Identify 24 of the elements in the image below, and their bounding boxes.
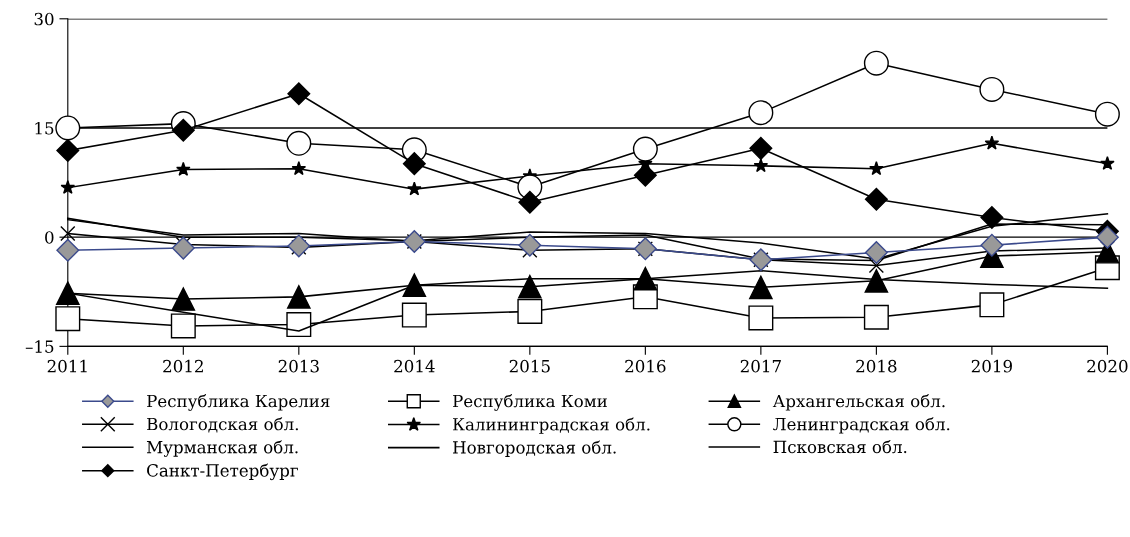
legend-label: Псковская обл.: [773, 439, 907, 454]
y-tick-label: –15: [25, 340, 54, 353]
legend-label: Республика Коми: [453, 394, 607, 411]
x-tick-label: 2019: [971, 359, 1012, 373]
legend-label: Санкт-Петербург: [147, 463, 298, 481]
legend-label: Вологодская обл.: [147, 417, 298, 433]
x-tick-label: 2014: [394, 359, 435, 373]
x-tick-label: 2016: [625, 359, 666, 373]
x-tick-label: 2015: [509, 359, 550, 373]
x-tick-label: 2013: [278, 359, 319, 373]
x-tick-label: 2018: [856, 359, 897, 373]
x-tick-label: 2011: [47, 359, 87, 373]
legend-label: Республика Карелия: [147, 394, 330, 411]
y-tick-label: 30: [34, 12, 54, 26]
x-tick-label: 2012: [163, 359, 203, 373]
legend-label: Калининградская обл.: [453, 417, 650, 434]
y-tick-label: 0: [45, 231, 54, 244]
legend-label: Мурманская обл.: [146, 440, 298, 457]
legend-label: Ленинградская обл.: [773, 417, 950, 434]
y-tick-label: 15: [35, 121, 54, 135]
x-tick-label: 2020: [1087, 359, 1128, 373]
legend-label: Новгородская обл.: [453, 440, 616, 457]
x-tick-label: 2017: [740, 359, 781, 373]
legend-label: Архангельская обл.: [772, 394, 945, 411]
